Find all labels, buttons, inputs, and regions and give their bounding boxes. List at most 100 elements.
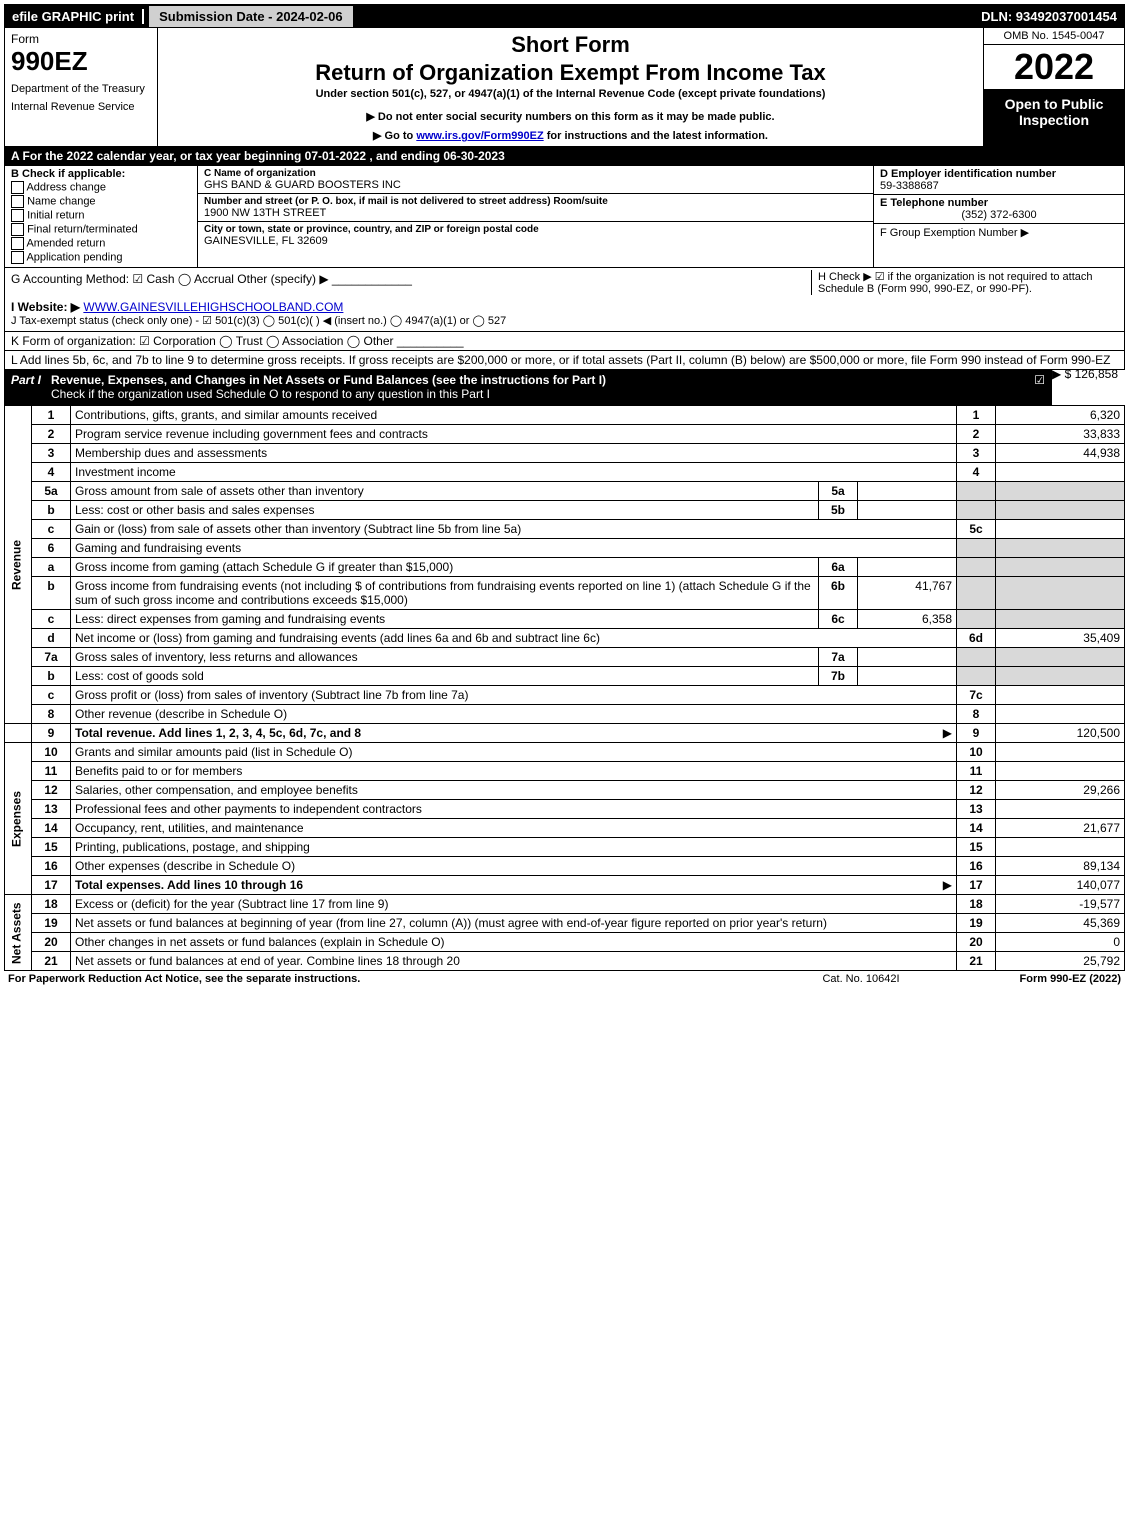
org-name-block: C Name of organization GHS BAND & GUARD …	[198, 166, 873, 194]
col-b: B Check if applicable: Address change Na…	[5, 166, 198, 267]
rn6c-shade	[957, 610, 996, 629]
v6b-shade	[996, 577, 1125, 610]
rn5a-shade	[957, 482, 996, 501]
tel-label: E Telephone number	[880, 197, 1118, 209]
chk-pending[interactable]: Application pending	[11, 251, 191, 264]
v8	[996, 705, 1125, 724]
rn18: 18	[957, 895, 996, 914]
d7b: Less: cost of goods sold	[71, 667, 819, 686]
n16: 16	[32, 857, 71, 876]
form-word: Form	[11, 32, 151, 46]
part1-header: Part I Revenue, Expenses, and Changes in…	[4, 370, 1052, 405]
row-ghij: G Accounting Method: ☑ Cash ◯ Accrual Ot…	[4, 268, 1125, 332]
d5b: Less: cost or other basis and sales expe…	[71, 501, 819, 520]
v2: 33,833	[996, 425, 1125, 444]
d14: Occupancy, rent, utilities, and maintena…	[71, 819, 957, 838]
org-addr-block: Number and street (or P. O. box, if mail…	[198, 194, 873, 222]
n5b: b	[32, 501, 71, 520]
part1-title: Revenue, Expenses, and Changes in Net As…	[51, 373, 606, 401]
rn2: 2	[957, 425, 996, 444]
short-form-title: Short Form	[164, 32, 977, 58]
n17: 17	[32, 876, 71, 895]
d1: Contributions, gifts, grants, and simila…	[71, 406, 957, 425]
rn3: 3	[957, 444, 996, 463]
chk-address[interactable]: Address change	[11, 181, 191, 194]
v13	[996, 800, 1125, 819]
v5a-shade	[996, 482, 1125, 501]
opt-pending: Application pending	[26, 251, 122, 263]
efile-label[interactable]: efile GRAPHIC print	[4, 9, 144, 24]
line-j: J Tax-exempt status (check only one) - ☑…	[11, 314, 1118, 327]
rn13: 13	[957, 800, 996, 819]
rn17: 17	[957, 876, 996, 895]
tax-year: 2022	[984, 45, 1124, 90]
d7a: Gross sales of inventory, less returns a…	[71, 648, 819, 667]
rn11: 11	[957, 762, 996, 781]
d20: Other changes in net assets or fund bala…	[71, 933, 957, 952]
rn6a-shade	[957, 558, 996, 577]
rn7b-shade	[957, 667, 996, 686]
goto-post: for instructions and the latest informat…	[547, 130, 768, 142]
v6-shade	[996, 539, 1125, 558]
d17: Total expenses. Add lines 10 through 16 …	[71, 876, 957, 895]
d15: Printing, publications, postage, and shi…	[71, 838, 957, 857]
rn20: 20	[957, 933, 996, 952]
v14: 21,677	[996, 819, 1125, 838]
tel: (352) 372-6300	[880, 209, 1118, 221]
d10: Grants and similar amounts paid (list in…	[71, 743, 957, 762]
side-expenses: Expenses	[5, 743, 32, 895]
line-a: A For the 2022 calendar year, or tax yea…	[4, 147, 1125, 166]
mv6a	[858, 558, 957, 577]
arrow9: ▶	[943, 726, 952, 740]
d6: Gaming and fundraising events	[71, 539, 957, 558]
website-link[interactable]: WWW.GAINESVILLEHIGHSCHOOLBAND.COM	[83, 300, 343, 314]
rn19: 19	[957, 914, 996, 933]
d4: Investment income	[71, 463, 957, 482]
part1-title-text: Revenue, Expenses, and Changes in Net As…	[51, 373, 606, 387]
chk-initial[interactable]: Initial return	[11, 209, 191, 222]
chk-amended[interactable]: Amended return	[11, 237, 191, 250]
col-c: C Name of organization GHS BAND & GUARD …	[198, 166, 874, 267]
mn6b: 6b	[819, 577, 858, 610]
n2: 2	[32, 425, 71, 444]
v21: 25,792	[996, 952, 1125, 971]
chk-final[interactable]: Final return/terminated	[11, 223, 191, 236]
d13: Professional fees and other payments to …	[71, 800, 957, 819]
rn6d: 6d	[957, 629, 996, 648]
org-name: GHS BAND & GUARD BOOSTERS INC	[204, 179, 867, 191]
form-header: Form 990EZ Department of the Treasury In…	[4, 28, 1125, 147]
chk-name[interactable]: Name change	[11, 195, 191, 208]
irs-link[interactable]: www.irs.gov/Form990EZ	[416, 130, 543, 142]
d6c: Less: direct expenses from gaming and fu…	[71, 610, 819, 629]
org-addr-label: Number and street (or P. O. box, if mail…	[204, 196, 867, 207]
form-ref: Form 990-EZ (2022)	[1020, 973, 1121, 985]
header-left: Form 990EZ Department of the Treasury In…	[5, 28, 158, 146]
dept-irs: Internal Revenue Service	[11, 101, 151, 113]
rn7a-shade	[957, 648, 996, 667]
under-section: Under section 501(c), 527, or 4947(a)(1)…	[164, 88, 977, 100]
mn6a: 6a	[819, 558, 858, 577]
submission-date: Submission Date - 2024-02-06	[148, 5, 354, 28]
open-inspection: Open to Public Inspection	[984, 90, 1124, 146]
header-center: Short Form Return of Organization Exempt…	[158, 28, 984, 146]
dln: DLN: 93492037001454	[981, 9, 1125, 24]
v6c-shade	[996, 610, 1125, 629]
n13: 13	[32, 800, 71, 819]
org-addr: 1900 NW 13TH STREET	[204, 207, 867, 219]
footer: For Paperwork Reduction Act Notice, see …	[4, 971, 1125, 987]
d21: Net assets or fund balances at end of ye…	[71, 952, 957, 971]
n21: 21	[32, 952, 71, 971]
n12: 12	[32, 781, 71, 800]
omb-number: OMB No. 1545-0047	[984, 28, 1124, 45]
rn16: 16	[957, 857, 996, 876]
rn8: 8	[957, 705, 996, 724]
v15	[996, 838, 1125, 857]
part1-tag: Part I	[11, 373, 51, 401]
mv7b	[858, 667, 957, 686]
v12: 29,266	[996, 781, 1125, 800]
ssn-warning: ▶ Do not enter social security numbers o…	[164, 110, 977, 123]
goto-line: ▶ Go to www.irs.gov/Form990EZ for instru…	[164, 129, 977, 142]
d19: Net assets or fund balances at beginning…	[71, 914, 957, 933]
rn7c: 7c	[957, 686, 996, 705]
n10: 10	[32, 743, 71, 762]
